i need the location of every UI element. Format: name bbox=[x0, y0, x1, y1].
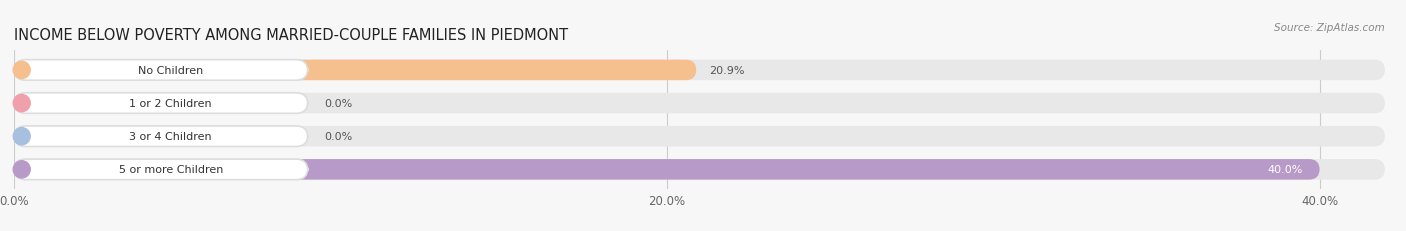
FancyBboxPatch shape bbox=[14, 126, 1385, 147]
Text: 40.0%: 40.0% bbox=[1268, 165, 1303, 175]
Text: 3 or 4 Children: 3 or 4 Children bbox=[129, 132, 212, 142]
Circle shape bbox=[13, 95, 30, 112]
Text: 0.0%: 0.0% bbox=[325, 99, 353, 109]
FancyBboxPatch shape bbox=[14, 126, 308, 147]
Text: No Children: No Children bbox=[138, 66, 204, 76]
Text: Source: ZipAtlas.com: Source: ZipAtlas.com bbox=[1274, 23, 1385, 33]
FancyBboxPatch shape bbox=[14, 93, 308, 114]
FancyBboxPatch shape bbox=[14, 60, 308, 81]
FancyBboxPatch shape bbox=[14, 60, 1385, 81]
Text: 20.9%: 20.9% bbox=[709, 66, 745, 76]
Text: 0.0%: 0.0% bbox=[325, 132, 353, 142]
Text: 1 or 2 Children: 1 or 2 Children bbox=[129, 99, 212, 109]
FancyBboxPatch shape bbox=[14, 93, 1385, 114]
FancyBboxPatch shape bbox=[14, 159, 1320, 180]
Text: 5 or more Children: 5 or more Children bbox=[118, 165, 224, 175]
FancyBboxPatch shape bbox=[14, 159, 308, 180]
Text: INCOME BELOW POVERTY AMONG MARRIED-COUPLE FAMILIES IN PIEDMONT: INCOME BELOW POVERTY AMONG MARRIED-COUPL… bbox=[14, 28, 568, 43]
FancyBboxPatch shape bbox=[14, 60, 696, 81]
Circle shape bbox=[13, 62, 30, 79]
FancyBboxPatch shape bbox=[14, 159, 1385, 180]
Circle shape bbox=[13, 128, 30, 145]
Circle shape bbox=[13, 161, 30, 178]
